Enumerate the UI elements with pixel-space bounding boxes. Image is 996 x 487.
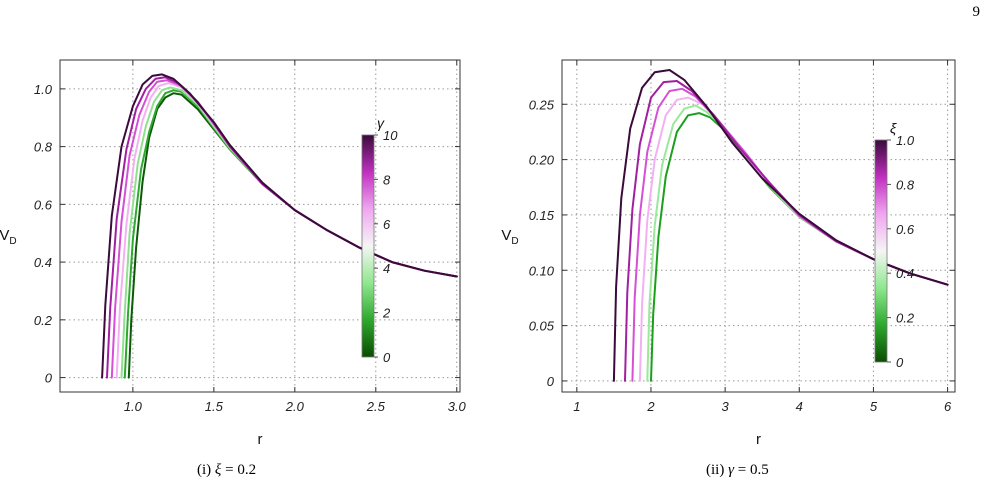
colorbar-tick-label-4: 8 — [383, 172, 391, 187]
colorbar — [361, 134, 375, 358]
y-tick-label-5: 1.0 — [34, 82, 53, 97]
colorbar-tick-label-1: 0.2 — [896, 311, 915, 326]
caption-1-value: = 0.2 — [225, 462, 257, 478]
x-tick-label-3: 4 — [796, 399, 803, 414]
x-tick-label-1: 1.5 — [205, 399, 224, 414]
caption-1-variable: ξ — [214, 462, 222, 478]
y-tick-label-1: 0.05 — [529, 319, 555, 334]
series-line-5 — [612, 69, 949, 382]
x-tick-label-4: 3.0 — [448, 399, 467, 414]
x-axis-title: r — [258, 431, 263, 448]
caption-1: (i) ξ = 0.2 — [197, 462, 256, 479]
colorbar-tick-label-0: 0 — [383, 350, 391, 365]
caption-2: (ii) γ = 0.5 — [706, 462, 769, 479]
caption-1-label: (i) — [197, 462, 212, 478]
x-tick-label-1: 2 — [646, 399, 655, 414]
plot-frame — [59, 59, 461, 393]
series-line-2 — [120, 86, 458, 379]
x-tick-label-5: 6 — [944, 399, 952, 414]
y-tick-label-4: 0.8 — [34, 140, 53, 155]
chart-panel-1: 1.0 1.5 2.0 2.5 3.0 0 0.2 0.4 0.6 0.8 1.0 r VD γ 0 2 4 6 8… — [0, 59, 467, 448]
colorbar-tick-label-5: 1.0 — [896, 133, 915, 148]
x-tick-label-2: 3 — [722, 399, 730, 414]
page-number: 9 — [972, 4, 981, 20]
y-tick-label-0: 0 — [547, 374, 555, 389]
colorbar-tick-label-3: 0.6 — [896, 222, 915, 237]
chart-2-svg: 1 2 3 4 5 6 0 0.05 0.10 0.15 0.20 0.25 r VD ξ 0 0.2 0.4 0.… — [501, 59, 956, 448]
x-tick-label-4: 5 — [870, 399, 878, 414]
x-tick-label-3: 2.5 — [366, 399, 386, 414]
series-line-1 — [123, 89, 458, 379]
y-tick-label-0: 0 — [45, 371, 53, 386]
y-tick-label-4: 0.20 — [529, 153, 555, 168]
x-axis-title: r — [756, 431, 761, 448]
grid — [60, 60, 460, 392]
series-line-6 — [101, 73, 458, 379]
caption-2-label: (ii) — [706, 462, 725, 478]
colorbar-title: ξ — [890, 120, 897, 136]
colorbar — [874, 139, 888, 363]
series-group — [612, 69, 949, 382]
grid — [562, 60, 955, 392]
series-line-4 — [110, 79, 458, 379]
caption-2-variable: γ — [728, 462, 734, 478]
colorbar-tick-label-0: 0 — [896, 355, 904, 370]
y-tick-label-2: 0.10 — [529, 263, 555, 278]
colorbar-tick-label-1: 2 — [382, 306, 391, 321]
series-line-5 — [106, 76, 458, 379]
colorbar-tick-label-3: 6 — [383, 217, 391, 232]
colorbar-tick-label-2: 4 — [383, 261, 390, 276]
series-group — [101, 73, 458, 379]
y-axis-title: VD — [0, 227, 17, 247]
x-tick-label-0: 1 — [573, 399, 580, 414]
colorbar-title: γ — [377, 115, 385, 131]
x-tick-label-2: 2.0 — [285, 399, 305, 414]
caption-2-value: = 0.5 — [737, 462, 769, 478]
chart-panel-2: 1 2 3 4 5 6 0 0.05 0.10 0.15 0.20 0.25 r VD ξ 0 0.2 0.4 0.… — [498, 0, 996, 487]
chart-1-svg: 1.0 1.5 2.0 2.5 3.0 0 0.2 0.4 0.6 0.8 1.0 r VD γ 0 2 4 6 8… — [0, 59, 467, 448]
y-tick-label-1: 0.2 — [34, 313, 53, 328]
colorbar-tick-label-5: 10 — [383, 128, 398, 143]
series-line-0 — [650, 112, 949, 382]
colorbar-tick-label-2: 0.4 — [896, 266, 914, 281]
y-tick-label-2: 0.4 — [34, 255, 52, 270]
y-tick-label-3: 0.15 — [529, 208, 555, 223]
plot-frame — [561, 59, 956, 393]
y-tick-label-5: 0.25 — [529, 97, 555, 112]
y-axis-title: VD — [501, 227, 518, 247]
x-tick-label-0: 1.0 — [124, 399, 143, 414]
colorbar-tick-label-4: 0.8 — [896, 177, 915, 192]
y-tick-label-3: 0.6 — [34, 197, 53, 212]
series-line-0 — [127, 92, 458, 379]
series-line-3 — [115, 82, 458, 379]
